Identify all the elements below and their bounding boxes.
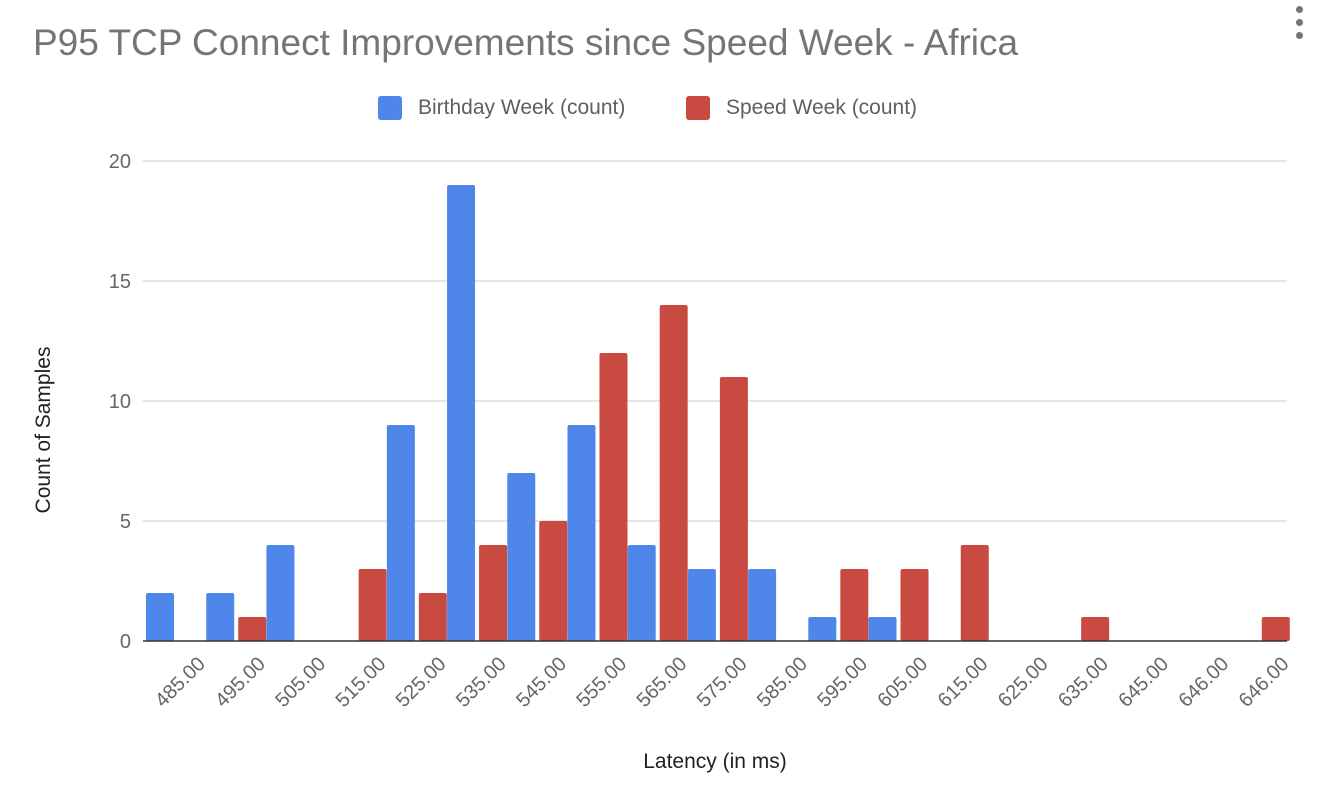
legend-label-birthday-week: Birthday Week (count) xyxy=(418,96,626,119)
bar-birthday-week-6[interactable] xyxy=(507,473,536,641)
x-tick-label: 555.00 xyxy=(572,653,631,712)
x-tick-label: 585.00 xyxy=(753,653,812,712)
bar-speed-week-12[interactable] xyxy=(900,569,929,641)
bar-birthday-week-1[interactable] xyxy=(206,593,235,641)
legend-label-speed-week: Speed Week (count) xyxy=(726,96,918,119)
vertical-ellipsis-icon xyxy=(1296,6,1303,13)
vertical-ellipsis-icon xyxy=(1296,32,1303,39)
bar-speed-week-9[interactable] xyxy=(719,377,748,641)
x-tick-label: 645.00 xyxy=(1114,653,1173,712)
x-tick-label: 595.00 xyxy=(813,653,872,712)
x-tick-label: 646.00 xyxy=(1235,653,1294,712)
gridlines xyxy=(143,160,1287,522)
bar-birthday-week-9[interactable] xyxy=(687,569,716,641)
bar-birthday-week-8[interactable] xyxy=(627,545,656,641)
y-tick-label: 10 xyxy=(109,391,131,413)
bar-speed-week-7[interactable] xyxy=(599,353,628,641)
legend-swatch-speed-week xyxy=(686,96,710,120)
x-tick-label: 485.00 xyxy=(151,653,210,712)
y-tick-label: 0 xyxy=(120,631,131,653)
bar-speed-week-13[interactable] xyxy=(960,545,989,641)
legend-item-birthday-week[interactable]: Birthday Week (count) xyxy=(378,93,625,123)
bar-speed-week-11[interactable] xyxy=(840,569,869,641)
x-tick-label: 495.00 xyxy=(211,653,270,712)
bar-birthday-week-5[interactable] xyxy=(447,185,476,641)
x-tick-label: 605.00 xyxy=(873,653,932,712)
x-axis-title: Latency (in ms) xyxy=(643,750,787,773)
legend-item-speed-week[interactable]: Speed Week (count) xyxy=(686,93,917,123)
x-tick-label: 635.00 xyxy=(1054,653,1113,712)
bar-speed-week-6[interactable] xyxy=(539,521,568,641)
bar-speed-week-4[interactable] xyxy=(418,593,447,641)
bars xyxy=(146,185,1290,641)
x-axis-ticks: 485.00 495.00 505.00 515.00 525.00 535.00 545.… xyxy=(151,653,1294,712)
bar-birthday-week-2[interactable] xyxy=(266,545,295,641)
x-tick-label: 535.00 xyxy=(452,653,511,712)
bar-speed-week-15[interactable] xyxy=(1081,617,1110,641)
bar-speed-week-3[interactable] xyxy=(358,569,387,641)
bar-birthday-week-12[interactable] xyxy=(868,617,897,641)
legend-swatch-birthday-week xyxy=(378,96,402,120)
bar-birthday-week-11[interactable] xyxy=(808,617,837,641)
x-tick-label: 565.00 xyxy=(633,653,692,712)
y-axis-title: Count of Samples xyxy=(32,347,55,514)
chart-legend: Birthday Week (count) Speed Week (count) xyxy=(0,93,1322,123)
bar-speed-week-1[interactable] xyxy=(238,617,267,641)
y-tick-label: 20 xyxy=(109,151,131,173)
chart-title: P95 TCP Connect Improvements since Speed… xyxy=(33,22,1019,63)
y-tick-label: 5 xyxy=(120,511,131,533)
x-tick-label: 505.00 xyxy=(271,653,330,712)
vertical-ellipsis-icon xyxy=(1296,19,1303,26)
x-tick-label: 625.00 xyxy=(994,653,1053,712)
bar-speed-week-18[interactable] xyxy=(1261,617,1290,641)
x-tick-label: 515.00 xyxy=(332,653,391,712)
x-tick-label: 575.00 xyxy=(693,653,752,712)
bar-birthday-week-10[interactable] xyxy=(748,569,777,641)
bar-speed-week-5[interactable] xyxy=(479,545,508,641)
bar-birthday-week-7[interactable] xyxy=(567,425,596,641)
bar-speed-week-8[interactable] xyxy=(659,305,688,641)
x-tick-label: 525.00 xyxy=(392,653,451,712)
x-tick-label: 646.00 xyxy=(1175,653,1234,712)
x-tick-label: 545.00 xyxy=(512,653,571,712)
bar-birthday-week-4[interactable] xyxy=(386,425,415,641)
y-tick-label: 15 xyxy=(109,271,131,293)
x-tick-label: 615.00 xyxy=(934,653,993,712)
y-axis-ticks: 0 5 10 15 20 xyxy=(109,151,131,653)
chart-menu-button[interactable] xyxy=(1290,6,1310,40)
bar-birthday-week-0[interactable] xyxy=(146,593,174,641)
